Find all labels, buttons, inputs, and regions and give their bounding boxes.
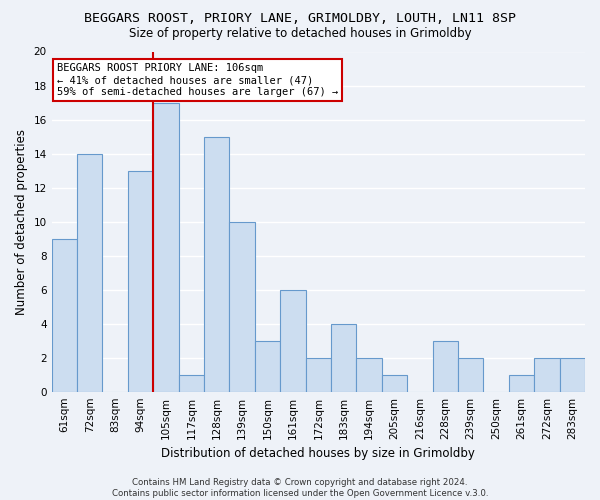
Y-axis label: Number of detached properties: Number of detached properties (15, 128, 28, 314)
Bar (77, 154, 103, 392)
Bar (305, 358, 331, 392)
Bar (458, 358, 484, 392)
Bar (179, 374, 204, 392)
X-axis label: Distribution of detached houses by size in Grimoldby: Distribution of detached houses by size … (161, 447, 475, 460)
Text: BEGGARS ROOST, PRIORY LANE, GRIMOLDBY, LOUTH, LN11 8SP: BEGGARS ROOST, PRIORY LANE, GRIMOLDBY, L… (84, 12, 516, 26)
Bar (280, 290, 305, 392)
Bar (534, 358, 560, 392)
Bar (509, 374, 534, 392)
Bar (204, 136, 229, 392)
Bar (153, 102, 179, 392)
Bar (128, 170, 153, 392)
Text: BEGGARS ROOST PRIORY LANE: 106sqm
← 41% of detached houses are smaller (47)
59% : BEGGARS ROOST PRIORY LANE: 106sqm ← 41% … (57, 64, 338, 96)
Bar (52, 238, 77, 392)
Bar (331, 324, 356, 392)
Text: Size of property relative to detached houses in Grimoldby: Size of property relative to detached ho… (128, 28, 472, 40)
Bar (356, 358, 382, 392)
Bar (255, 340, 280, 392)
Bar (229, 222, 255, 392)
Bar (382, 374, 407, 392)
Bar (433, 340, 458, 392)
Bar (560, 358, 585, 392)
Text: Contains HM Land Registry data © Crown copyright and database right 2024.
Contai: Contains HM Land Registry data © Crown c… (112, 478, 488, 498)
